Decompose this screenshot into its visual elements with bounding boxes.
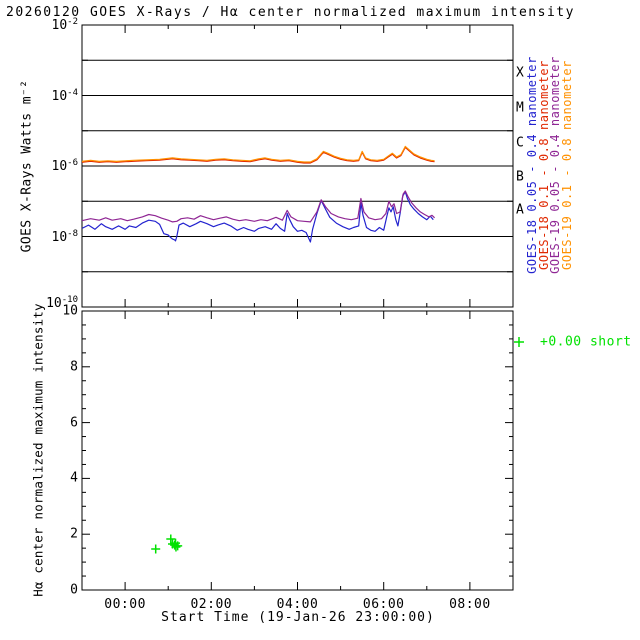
halpha-panel-frame bbox=[81, 310, 514, 591]
flare-class-letter: X bbox=[516, 65, 524, 81]
halpha-y-tick-label: 6 bbox=[70, 415, 78, 431]
legend-entry-goes19-long: GOES-19 0.1 - 0.8 nanometer bbox=[559, 60, 574, 270]
flare-class-letter: B bbox=[516, 169, 524, 185]
x-axis-label: Start Time (19-Jan-26 23:00:00) bbox=[161, 610, 435, 625]
x-tick-label: 04:00 bbox=[276, 597, 319, 612]
halpha-y-tick-label: 0 bbox=[70, 582, 78, 598]
xray-y-tick-label: 10-8 bbox=[51, 228, 79, 245]
flare-class-letter: M bbox=[516, 100, 524, 116]
x-tick-label: 08:00 bbox=[449, 597, 491, 612]
halpha-point-marker bbox=[166, 534, 176, 544]
halpha-y-tick-label: 8 bbox=[70, 359, 78, 375]
xray-y-tick-label: 10-2 bbox=[51, 16, 79, 34]
x-tick-label: 00:00 bbox=[104, 597, 146, 612]
xray-curve-goes19-long bbox=[81, 145, 435, 163]
halpha-legend-plus-icon bbox=[514, 337, 524, 347]
halpha-legend-label: +0.00 short bbox=[540, 334, 632, 350]
flare-class-letter: C bbox=[516, 135, 524, 151]
xray-y-tick-label: 10-6 bbox=[51, 157, 79, 175]
xray-y-tick-label: 10-4 bbox=[51, 87, 79, 104]
x-tick-label: 02:00 bbox=[190, 597, 233, 612]
flare-class-letter: A bbox=[516, 202, 524, 218]
xray-curve-goes18-short bbox=[81, 191, 434, 243]
xray-curve-goes18-long bbox=[81, 146, 435, 164]
xray-y-tick-label: 10-10 bbox=[46, 294, 78, 312]
halpha-point-marker bbox=[171, 542, 181, 552]
halpha-y-tick-label: 4 bbox=[70, 470, 78, 486]
halpha-point-marker bbox=[151, 544, 161, 554]
halpha-point-marker bbox=[173, 541, 183, 551]
halpha-y-tick-label: 2 bbox=[70, 526, 78, 542]
xray-curve-goes19-short bbox=[81, 190, 436, 223]
halpha-y-tick-label: 10 bbox=[62, 303, 78, 319]
x-tick-label: 06:00 bbox=[362, 597, 405, 612]
halpha-y-axis-label: Hα center normalized maximum intensity bbox=[30, 303, 46, 597]
page-title: 20260120 GOES X-Rays / Hα center normali… bbox=[6, 5, 575, 20]
